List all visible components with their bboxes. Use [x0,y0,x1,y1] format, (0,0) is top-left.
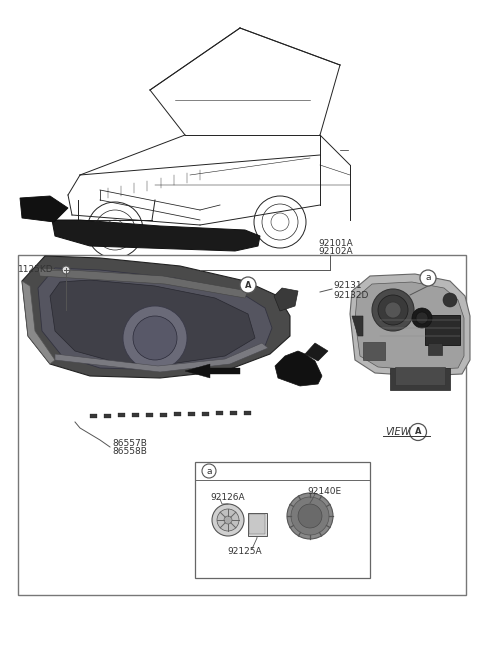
Circle shape [298,504,322,528]
Circle shape [385,302,401,318]
FancyBboxPatch shape [248,512,266,535]
FancyBboxPatch shape [132,413,139,417]
Text: A: A [415,428,421,436]
Polygon shape [355,282,464,370]
Text: 92140E: 92140E [307,487,341,497]
Polygon shape [55,343,268,372]
FancyBboxPatch shape [195,462,370,578]
Polygon shape [50,280,255,364]
Polygon shape [68,458,128,478]
Text: 92125A: 92125A [228,548,262,556]
Polygon shape [52,220,260,251]
Polygon shape [352,316,363,336]
Text: 86558B: 86558B [112,447,147,457]
Text: 92132D: 92132D [333,291,368,300]
FancyBboxPatch shape [90,414,97,418]
Text: 92102A: 92102A [318,247,353,256]
Circle shape [378,295,408,325]
FancyBboxPatch shape [188,412,195,416]
FancyBboxPatch shape [216,411,223,415]
FancyBboxPatch shape [244,411,251,415]
Text: a: a [425,274,431,283]
Polygon shape [305,343,328,361]
FancyBboxPatch shape [230,411,237,415]
Text: 92126A: 92126A [210,493,245,501]
Polygon shape [275,351,322,386]
Text: 86557B: 86557B [112,438,147,447]
Polygon shape [72,439,98,448]
FancyBboxPatch shape [395,367,445,385]
Circle shape [443,293,457,307]
FancyBboxPatch shape [118,413,125,417]
Polygon shape [185,364,240,378]
Polygon shape [38,268,248,298]
Text: VIEW: VIEW [385,427,410,437]
Circle shape [224,516,232,524]
Circle shape [416,312,428,324]
FancyBboxPatch shape [363,342,385,360]
Circle shape [240,277,256,293]
Text: A: A [245,281,251,289]
FancyBboxPatch shape [425,315,460,345]
Circle shape [212,504,244,536]
Circle shape [123,306,187,370]
Text: 1125KD: 1125KD [18,266,54,274]
Circle shape [202,464,216,478]
Circle shape [133,316,177,360]
Polygon shape [20,196,68,222]
Polygon shape [22,256,290,378]
FancyBboxPatch shape [428,343,442,355]
Circle shape [287,493,333,539]
FancyBboxPatch shape [390,368,450,390]
FancyBboxPatch shape [202,412,209,416]
FancyBboxPatch shape [160,413,167,417]
Circle shape [217,509,239,531]
FancyBboxPatch shape [104,414,111,418]
Circle shape [372,289,414,331]
Circle shape [62,266,70,274]
FancyBboxPatch shape [146,413,153,417]
FancyBboxPatch shape [18,255,466,595]
FancyBboxPatch shape [174,413,181,417]
Polygon shape [38,268,272,370]
Circle shape [420,270,436,286]
Text: a: a [206,466,212,476]
Polygon shape [274,288,298,311]
Circle shape [412,308,432,328]
Circle shape [291,497,329,535]
Text: 92131: 92131 [333,281,361,289]
Circle shape [409,424,427,440]
Text: 92101A: 92101A [318,239,353,247]
FancyBboxPatch shape [249,514,265,534]
Polygon shape [22,281,55,364]
Polygon shape [350,274,470,376]
